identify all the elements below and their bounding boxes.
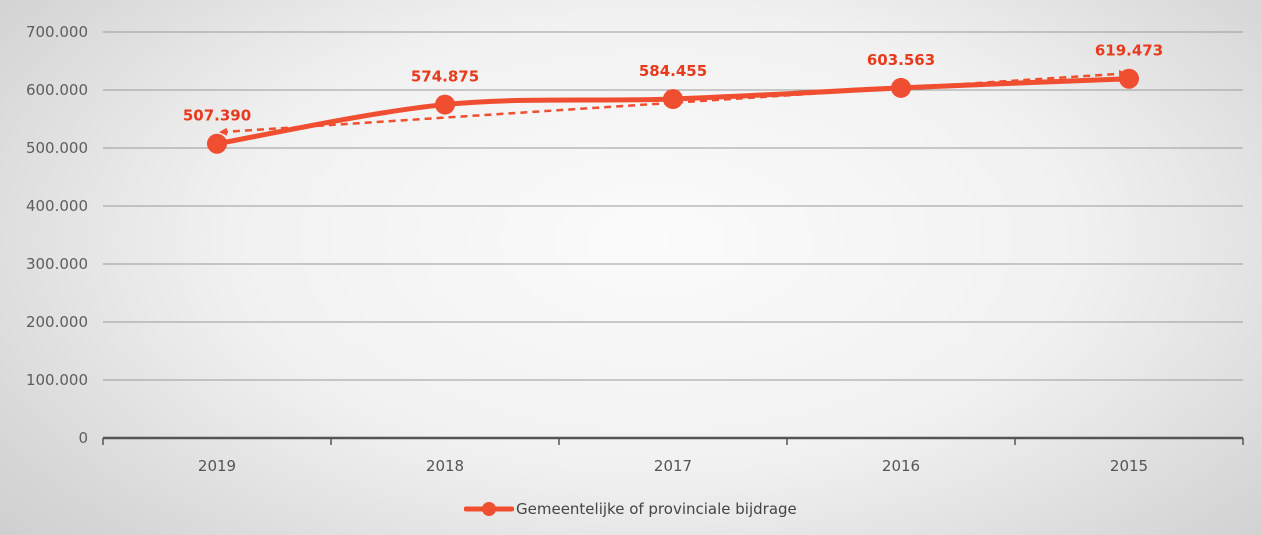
x-tick-label: 2016 bbox=[882, 457, 920, 475]
trendline bbox=[219, 69, 1127, 136]
legend-marker-icon bbox=[464, 502, 514, 516]
x-tick-label: 2015 bbox=[1110, 457, 1148, 475]
x-tick-label: 2017 bbox=[654, 457, 692, 475]
y-tick-label: 700.000 bbox=[26, 23, 88, 41]
x-axis: 2019 2018 2017 2016 2015 bbox=[102, 436, 1244, 475]
y-axis-labels: 0 100.000 200.000 300.000 400.000 500.000 600.… bbox=[26, 23, 88, 447]
y-tick-label: 200.000 bbox=[26, 313, 88, 331]
data-label: 603.563 bbox=[867, 51, 935, 69]
y-tick-label: 100.000 bbox=[26, 371, 88, 389]
data-point bbox=[1119, 68, 1139, 89]
data-point bbox=[891, 77, 911, 98]
data-point bbox=[663, 89, 683, 110]
data-point bbox=[435, 94, 455, 115]
x-tick-label: 2018 bbox=[426, 457, 464, 475]
series-line bbox=[214, 76, 1132, 147]
legend: Gemeentelijke of provinciale bijdrage bbox=[464, 498, 797, 520]
data-label: 507.390 bbox=[183, 107, 251, 125]
x-tick-label: 2019 bbox=[198, 457, 236, 475]
legend-label: Gemeentelijke of provinciale bijdrage bbox=[516, 500, 797, 518]
y-tick-label: 0 bbox=[78, 429, 88, 447]
y-tick-label: 400.000 bbox=[26, 197, 88, 215]
data-labels: 507.390 574.875 584.455 603.563 619.473 bbox=[183, 42, 1163, 125]
y-tick-label: 300.000 bbox=[26, 255, 88, 273]
data-points bbox=[207, 68, 1139, 154]
y-tick-label: 500.000 bbox=[26, 139, 88, 157]
data-label: 619.473 bbox=[1095, 42, 1163, 60]
y-tick-label: 600.000 bbox=[26, 81, 88, 99]
data-point bbox=[207, 133, 227, 154]
data-label: 584.455 bbox=[639, 62, 707, 80]
data-label: 574.875 bbox=[411, 68, 479, 86]
gridlines bbox=[103, 31, 1243, 381]
